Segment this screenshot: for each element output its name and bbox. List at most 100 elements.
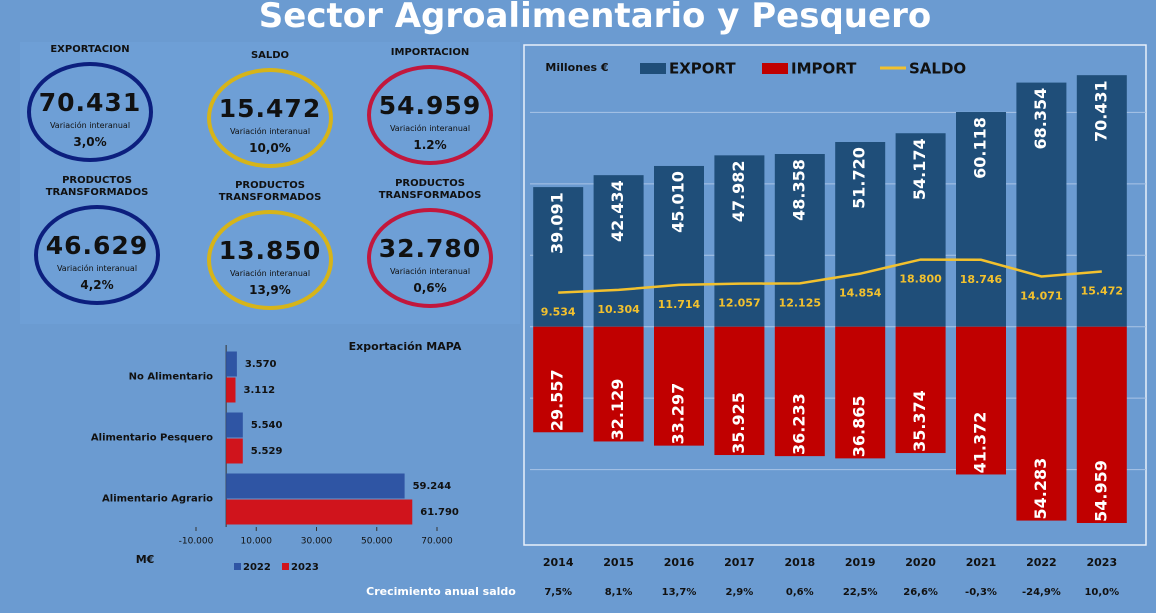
value-label: 32.129: [608, 379, 627, 441]
kpi-ring: 13.850 Variación interanual 13,9%: [207, 210, 333, 310]
x-tick-label: 2019: [845, 556, 876, 569]
kpi-ring: 70.431 Variación interanual 3,0%: [27, 62, 153, 162]
x-tick-label: 2023: [1086, 556, 1117, 569]
growth-value: 26,6%: [903, 587, 938, 598]
kpi-variation: 1.2%: [413, 138, 447, 152]
growth-value: 8,1%: [605, 587, 633, 598]
growth-value: 0,6%: [786, 587, 814, 598]
value-label: 41.372: [971, 412, 990, 474]
value-label: 36.865: [850, 396, 869, 458]
legend-label: EXPORT: [669, 60, 736, 78]
value-label: 45.010: [669, 171, 688, 233]
bar: [714, 326, 765, 456]
bar: [774, 326, 825, 457]
bar: [654, 326, 704, 446]
value-label: 3.112: [243, 385, 275, 396]
kpi-value: 54.959: [378, 91, 482, 120]
kpi-value: 46.629: [45, 231, 149, 260]
legend-swatch: [282, 563, 289, 570]
bar: [895, 326, 946, 454]
kpi-value: 15.472: [218, 94, 322, 123]
bar: [1016, 82, 1067, 327]
x-tick-label: 30.000: [301, 537, 333, 547]
x-tick-label: 10.000: [241, 537, 273, 547]
bar: [774, 154, 825, 327]
x-tick-label: 2015: [603, 556, 634, 569]
value-label: 51.720: [850, 147, 869, 209]
value-label: 12.057: [718, 297, 760, 310]
kpi-variation: 10,0%: [249, 141, 291, 155]
category-label: Alimentario Agrario: [102, 494, 213, 505]
value-label: 70.431: [1091, 80, 1110, 142]
value-label: 10.304: [597, 303, 640, 316]
kpi-label: IMPORTACION: [390, 47, 470, 58]
legend-label: SALDO: [909, 60, 966, 78]
value-label: 14.071: [1020, 289, 1062, 302]
value-label: 3.570: [245, 359, 277, 370]
x-tick-label: 2020: [905, 556, 936, 569]
bar: [654, 165, 704, 327]
kpi-ring: 32.780 Variación interanual 0,6%: [367, 208, 493, 308]
value-label: 5.529: [251, 446, 283, 457]
value-label: 68.354: [1031, 88, 1050, 150]
kpi-variation: 0,6%: [413, 281, 447, 295]
value-label: 29.557: [548, 369, 567, 431]
value-label: 18.746: [960, 273, 1003, 286]
growth-label: Crecimiento anual saldo: [366, 585, 516, 598]
kpi-variation-label: Variación interanual: [56, 264, 138, 273]
kpi-variation: 4,2%: [80, 278, 114, 292]
x-tick-label: 2021: [966, 556, 997, 569]
kpi-variation-label: Variación interanual: [389, 124, 471, 133]
bar: [1076, 75, 1127, 327]
bar: [956, 326, 1006, 475]
growth-value: -24,9%: [1022, 587, 1061, 598]
kpi-value: 70.431: [38, 88, 142, 117]
page-title: Sector Agroalimentario y Pesquero: [258, 0, 932, 36]
kpi-label: PRODUCTOS TRANSFORMADOS: [45, 175, 149, 198]
value-label: 54.283: [1031, 458, 1050, 520]
bar: [714, 155, 765, 327]
value-label: 14.854: [839, 287, 882, 300]
bar: [835, 326, 886, 459]
kpi-label: EXPORTACION: [50, 44, 130, 55]
growth-value: 2,9%: [726, 587, 754, 598]
value-label: 12.125: [779, 296, 821, 309]
kpi-variation-label: Variación interanual: [389, 267, 471, 276]
growth-value: 7,5%: [544, 587, 572, 598]
kpi-ring: 15.472 Variación interanual 10,0%: [207, 68, 333, 168]
value-label: 59.244: [413, 481, 452, 492]
kpi-variation-label: Variación interanual: [229, 269, 311, 278]
value-label: 9.534: [541, 306, 576, 319]
x-tick-label: 2018: [784, 556, 815, 569]
legend-label: 2023: [291, 562, 319, 573]
legend-label: 2022: [243, 562, 271, 573]
bar: [895, 133, 946, 327]
value-label: 60.118: [971, 117, 990, 179]
legend-swatch: [234, 563, 241, 570]
x-axis-label: M€: [136, 553, 155, 566]
value-label: 48.358: [789, 159, 808, 221]
value-label: 33.297: [669, 383, 688, 445]
bar: [1016, 326, 1067, 521]
kpi-label: PRODUCTOS TRANSFORMADOS: [378, 178, 482, 201]
bar: [226, 499, 413, 525]
legend-swatch: [762, 63, 788, 74]
value-label: 54.959: [1091, 460, 1110, 522]
value-label: 35.925: [729, 392, 748, 454]
x-tick-label: -10.000: [179, 537, 214, 547]
legend-label: IMPORT: [791, 60, 857, 78]
growth-value: 13,7%: [662, 587, 697, 598]
kpi-variation-label: Variación interanual: [229, 127, 311, 136]
bar: [226, 412, 243, 438]
chart-title: Exportación MAPA: [349, 340, 462, 353]
bar: [226, 377, 236, 403]
value-label: 42.434: [608, 180, 627, 242]
bar: [226, 473, 405, 499]
category-label: No Alimentario: [129, 372, 214, 383]
value-label: 18.800: [899, 273, 942, 286]
x-tick-label: 2017: [724, 556, 755, 569]
growth-value: -0,3%: [965, 587, 997, 598]
bar: [226, 438, 243, 464]
